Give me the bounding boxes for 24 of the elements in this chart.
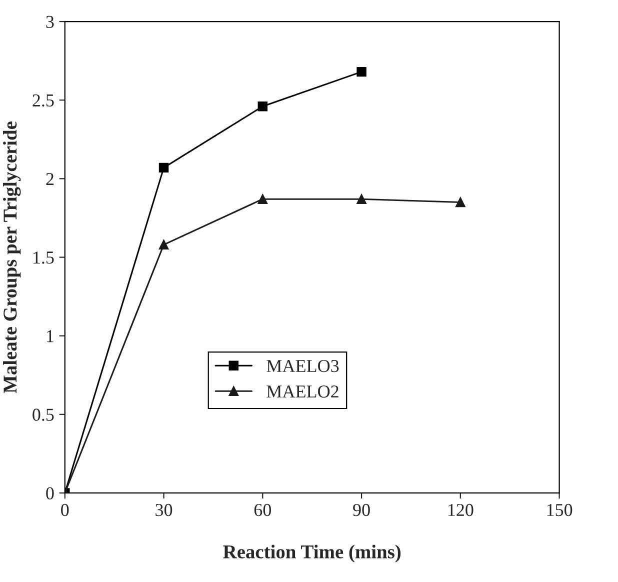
y-tick-label: 3 [46, 16, 54, 28]
x-axis-title: Reaction Time (mins) [223, 544, 401, 562]
point [356, 194, 366, 204]
point [258, 194, 268, 204]
y-tick-label: 2 [46, 172, 54, 185]
y-tick-label: 1 [47, 330, 54, 342]
x-tick-label: 60 [254, 504, 271, 516]
legend-label: MAELO3 [266, 360, 339, 372]
y-tick-label: 1.5 [33, 252, 54, 264]
point [456, 197, 466, 208]
y-tick-label: 2.5 [32, 94, 54, 107]
x-tick-label: 90 [353, 504, 370, 516]
legend-label: MAELO2 [266, 385, 338, 398]
point [356, 66, 366, 77]
point [258, 102, 268, 112]
y-axis-title: Maleate Groups per Triglyceride [3, 122, 21, 394]
point [158, 162, 169, 173]
y-tick-label: 0 [46, 487, 54, 500]
x-tick-label: 0 [61, 504, 69, 516]
y-tick-label: 0.5 [32, 408, 54, 421]
x-tick-label: 120 [448, 504, 474, 516]
x-tick-label: 30 [156, 504, 172, 516]
point [158, 240, 169, 250]
x-tick-label: 150 [547, 504, 572, 516]
